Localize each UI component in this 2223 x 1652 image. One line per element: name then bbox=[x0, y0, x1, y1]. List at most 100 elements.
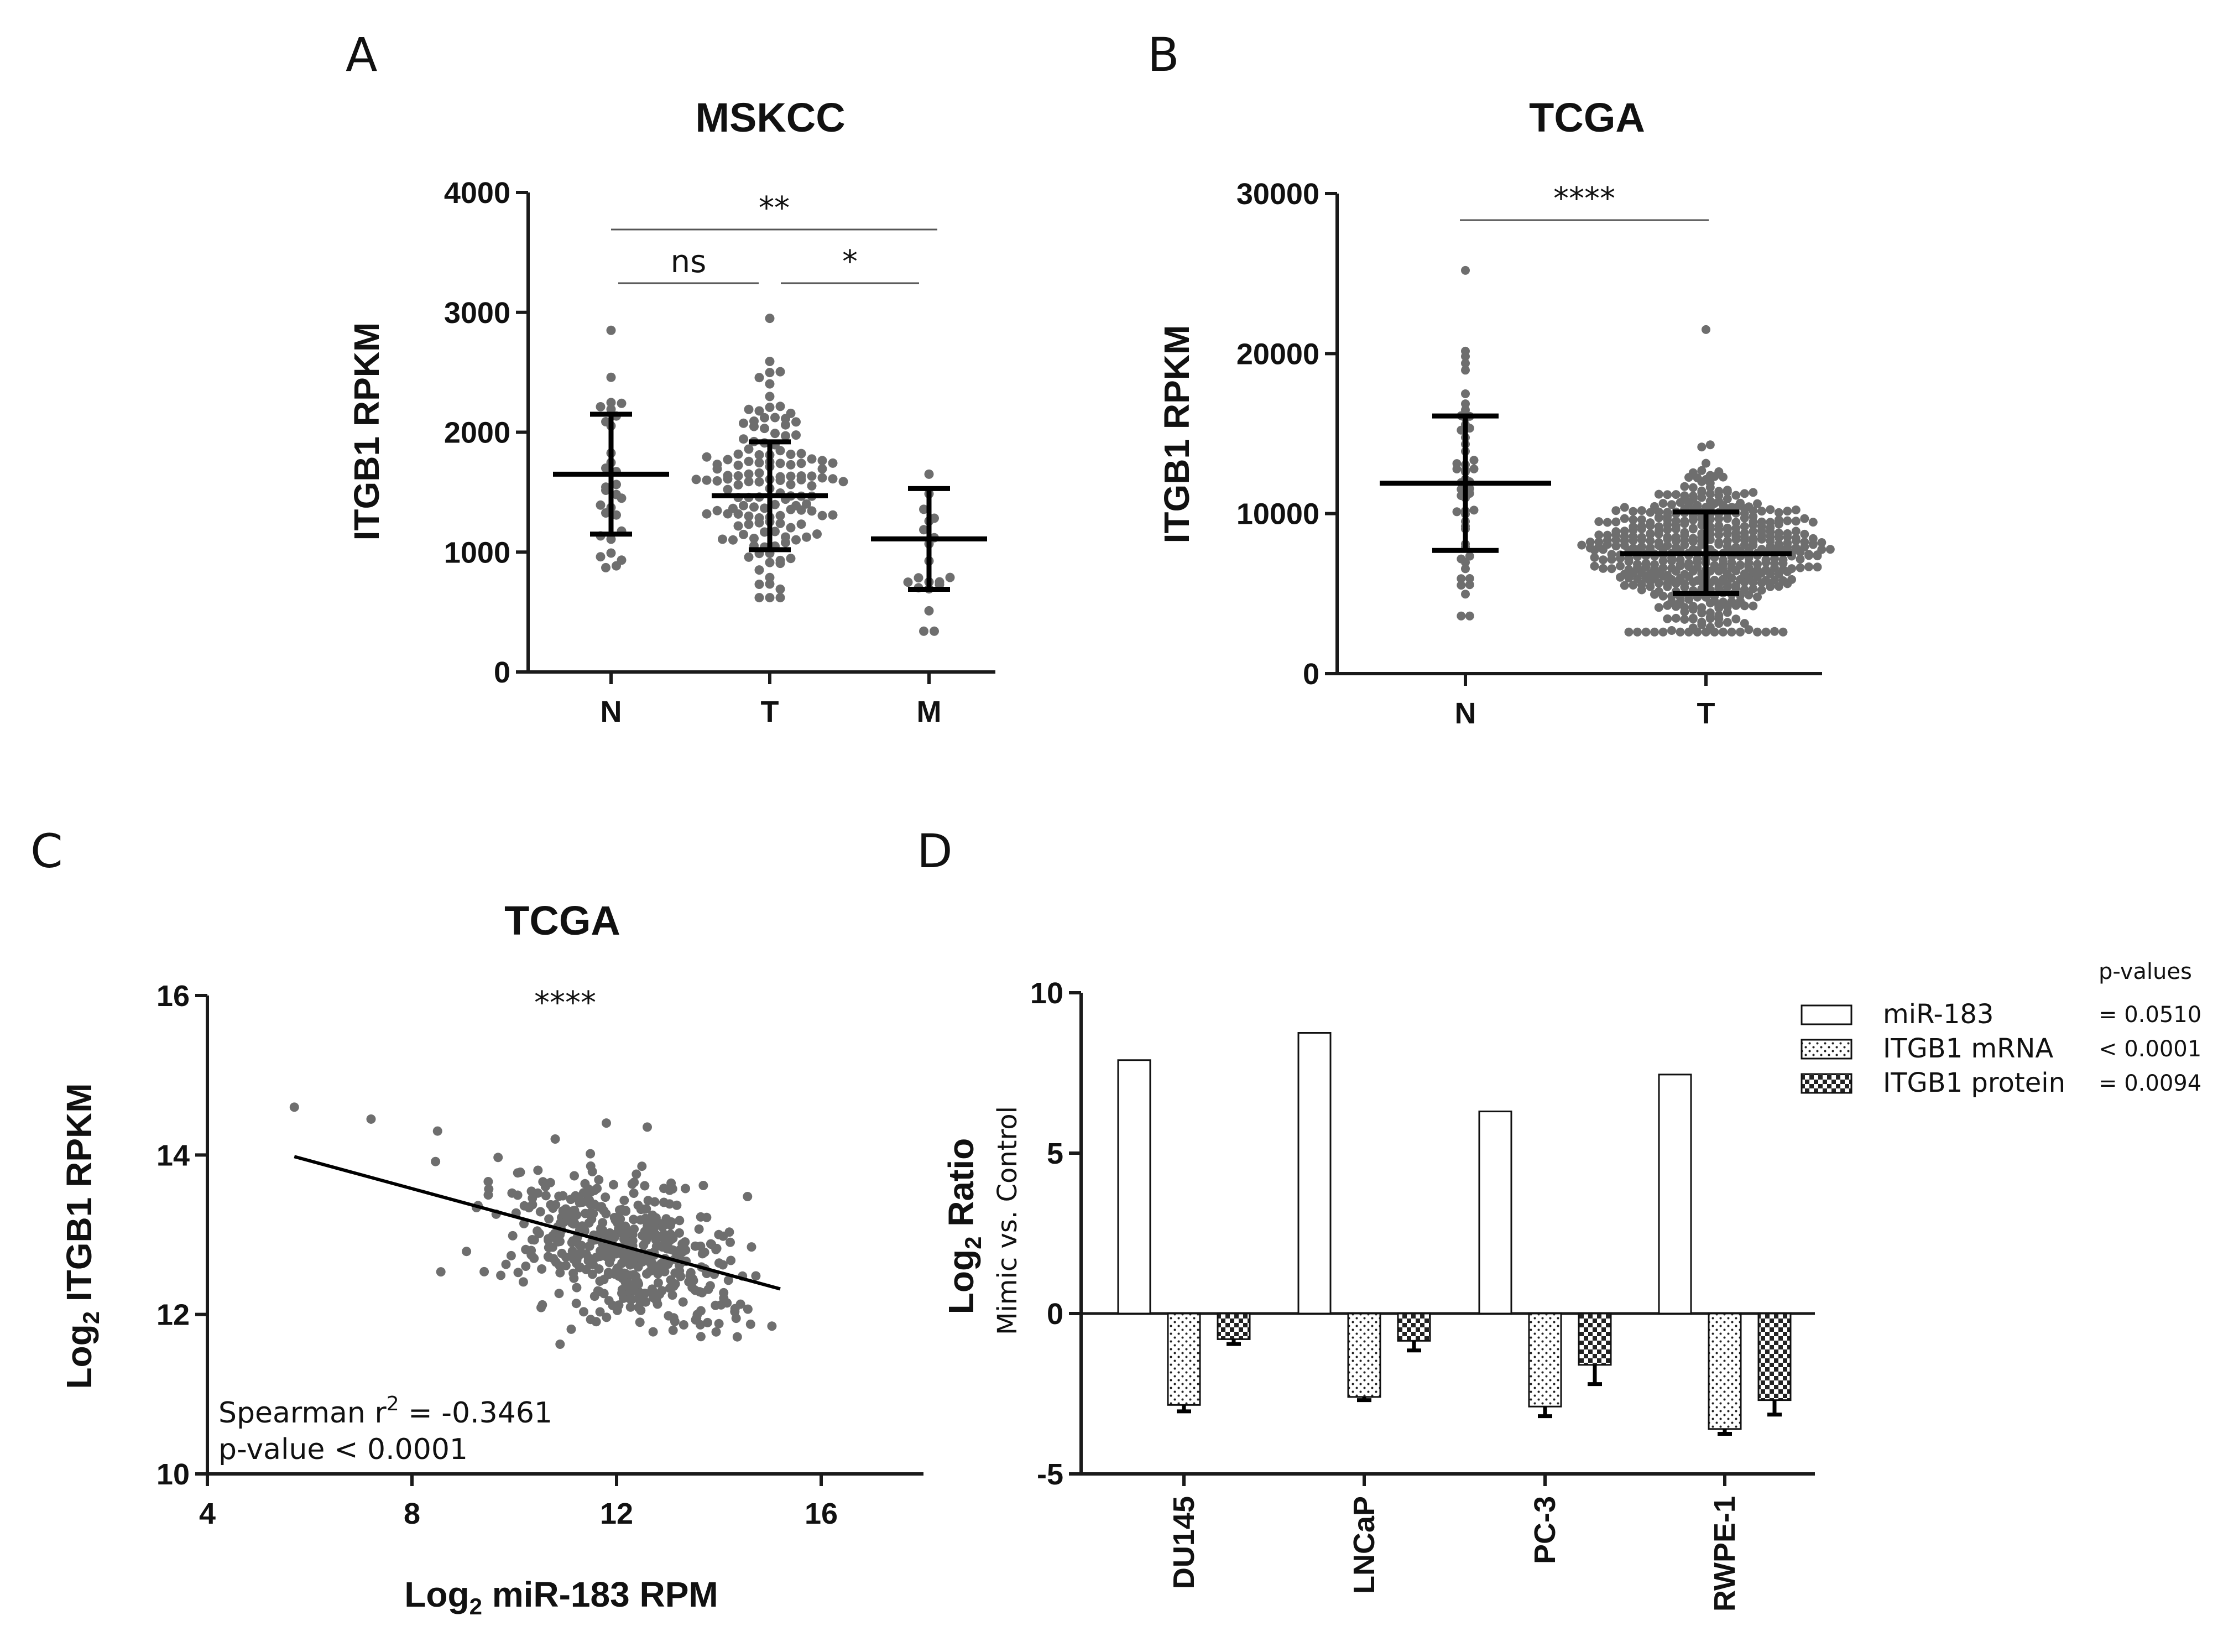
b-data-point bbox=[1624, 565, 1634, 574]
a-data-point bbox=[733, 521, 743, 531]
a-data-point bbox=[765, 593, 775, 603]
a-data-point bbox=[796, 519, 806, 529]
c-data-point bbox=[484, 1184, 494, 1194]
c-data-point bbox=[666, 1220, 675, 1230]
a-comparison-label: * bbox=[842, 244, 858, 280]
a-data-point bbox=[914, 573, 923, 583]
c-data-point bbox=[639, 1240, 649, 1250]
b-data-point bbox=[1740, 569, 1749, 579]
c-data-point bbox=[634, 1302, 644, 1312]
c-data-point bbox=[651, 1242, 661, 1251]
c-data-point bbox=[623, 1281, 633, 1291]
c-data-point bbox=[730, 1304, 740, 1314]
panel-c-spearman: Spearman r2 = -0.3461 bbox=[218, 1393, 552, 1430]
a-data-point bbox=[733, 449, 743, 459]
c-data-point bbox=[648, 1327, 658, 1337]
b-data-point bbox=[1637, 522, 1646, 531]
b-data-point bbox=[1731, 518, 1741, 527]
d-x-tick-label: RWPE-1 bbox=[1708, 1496, 1741, 1612]
b-y-tick-label: 30000 bbox=[1236, 178, 1319, 211]
b-data-point bbox=[1705, 471, 1715, 480]
b-data-point bbox=[1646, 518, 1655, 528]
c-x-tick-label: 16 bbox=[805, 1497, 838, 1530]
a-data-point bbox=[765, 403, 775, 412]
d-bar bbox=[1578, 1312, 1612, 1366]
b-data-point bbox=[1770, 554, 1779, 563]
b-data-point bbox=[1744, 502, 1754, 512]
b-comparison-label: **** bbox=[1553, 181, 1615, 217]
c-data-point bbox=[743, 1304, 753, 1314]
a-data-point bbox=[828, 474, 838, 484]
d-bar bbox=[1658, 1073, 1692, 1315]
c-data-point bbox=[602, 1118, 611, 1128]
a-data-point bbox=[770, 499, 780, 509]
c-data-point bbox=[603, 1268, 613, 1278]
a-data-point bbox=[775, 555, 785, 565]
c-data-point bbox=[726, 1237, 735, 1247]
c-data-point bbox=[432, 1126, 442, 1136]
b-data-point bbox=[1800, 538, 1809, 546]
c-data-point bbox=[586, 1149, 596, 1159]
d-bar bbox=[1347, 1312, 1381, 1398]
c-data-point bbox=[724, 1227, 734, 1237]
a-data-point bbox=[723, 471, 733, 481]
a-y-tick-label: 0 bbox=[494, 656, 510, 689]
a-data-point bbox=[606, 372, 616, 382]
b-data-point bbox=[1616, 561, 1625, 571]
c-y-tick-label: 16 bbox=[156, 979, 190, 1013]
c-data-point bbox=[627, 1179, 637, 1189]
c-data-point bbox=[544, 1214, 554, 1224]
b-data-point bbox=[1723, 494, 1732, 504]
b-data-point bbox=[1723, 523, 1732, 533]
b-data-point bbox=[1761, 576, 1771, 585]
a-data-point bbox=[817, 456, 827, 466]
b-data-point bbox=[1761, 555, 1771, 565]
a-data-point bbox=[791, 430, 801, 440]
b-data-point bbox=[1766, 518, 1775, 527]
a-data-point bbox=[828, 510, 838, 520]
b-data-point bbox=[1663, 508, 1672, 517]
b-data-point bbox=[1663, 541, 1672, 550]
a-data-point bbox=[612, 510, 621, 520]
b-data-point bbox=[1594, 530, 1604, 540]
b-data-point bbox=[1714, 487, 1724, 496]
a-data-point bbox=[919, 525, 928, 535]
c-data-point bbox=[554, 1289, 564, 1299]
a-data-point bbox=[802, 532, 811, 542]
c-data-point bbox=[561, 1252, 571, 1262]
a-data-point bbox=[744, 519, 754, 529]
a-data-point bbox=[739, 501, 748, 510]
c-data-point bbox=[366, 1114, 376, 1124]
c-data-point bbox=[670, 1317, 680, 1326]
b-data-point bbox=[1637, 506, 1646, 515]
a-data-point bbox=[702, 452, 712, 462]
c-data-point bbox=[641, 1297, 651, 1307]
panel-b-tcga: TCGA ITGB1 RPKM 0 10000 20000 30000 N T **** bbox=[1157, 95, 1835, 730]
a-data-point bbox=[739, 434, 748, 444]
b-data-point bbox=[1590, 553, 1599, 562]
b-data-point bbox=[1787, 575, 1796, 584]
panel-d-bar-chart: Log2 Ratio Mimic vs. Control -5 0 5 10 DU145… bbox=[941, 959, 2201, 1612]
b-y-tick-label: 10000 bbox=[1236, 498, 1319, 531]
a-y-tick-label: 2000 bbox=[444, 416, 510, 450]
c-data-point bbox=[561, 1210, 571, 1220]
b-data-point bbox=[1658, 499, 1668, 508]
a-data-point bbox=[744, 477, 754, 487]
panel-c-tcga-correlation: TCGA Log2 miR-183 RPM Log2 ITGB1 RPKM 10… bbox=[59, 898, 923, 1619]
a-data-point bbox=[606, 398, 616, 408]
a-y-tick-label: 1000 bbox=[444, 536, 510, 569]
c-data-point bbox=[575, 1263, 585, 1273]
panel-label-a: A bbox=[346, 28, 377, 82]
d-legend-header: p-values bbox=[2099, 959, 2192, 984]
a-data-point bbox=[601, 482, 610, 492]
b-data-point bbox=[1658, 563, 1668, 572]
c-data-point bbox=[696, 1241, 706, 1251]
a-data-point bbox=[775, 593, 785, 603]
a-data-point bbox=[817, 510, 827, 520]
b-data-point bbox=[1804, 550, 1813, 559]
c-data-point bbox=[606, 1254, 615, 1264]
a-data-point bbox=[712, 460, 722, 470]
a-data-point bbox=[612, 489, 621, 499]
b-data-point bbox=[1783, 507, 1792, 516]
